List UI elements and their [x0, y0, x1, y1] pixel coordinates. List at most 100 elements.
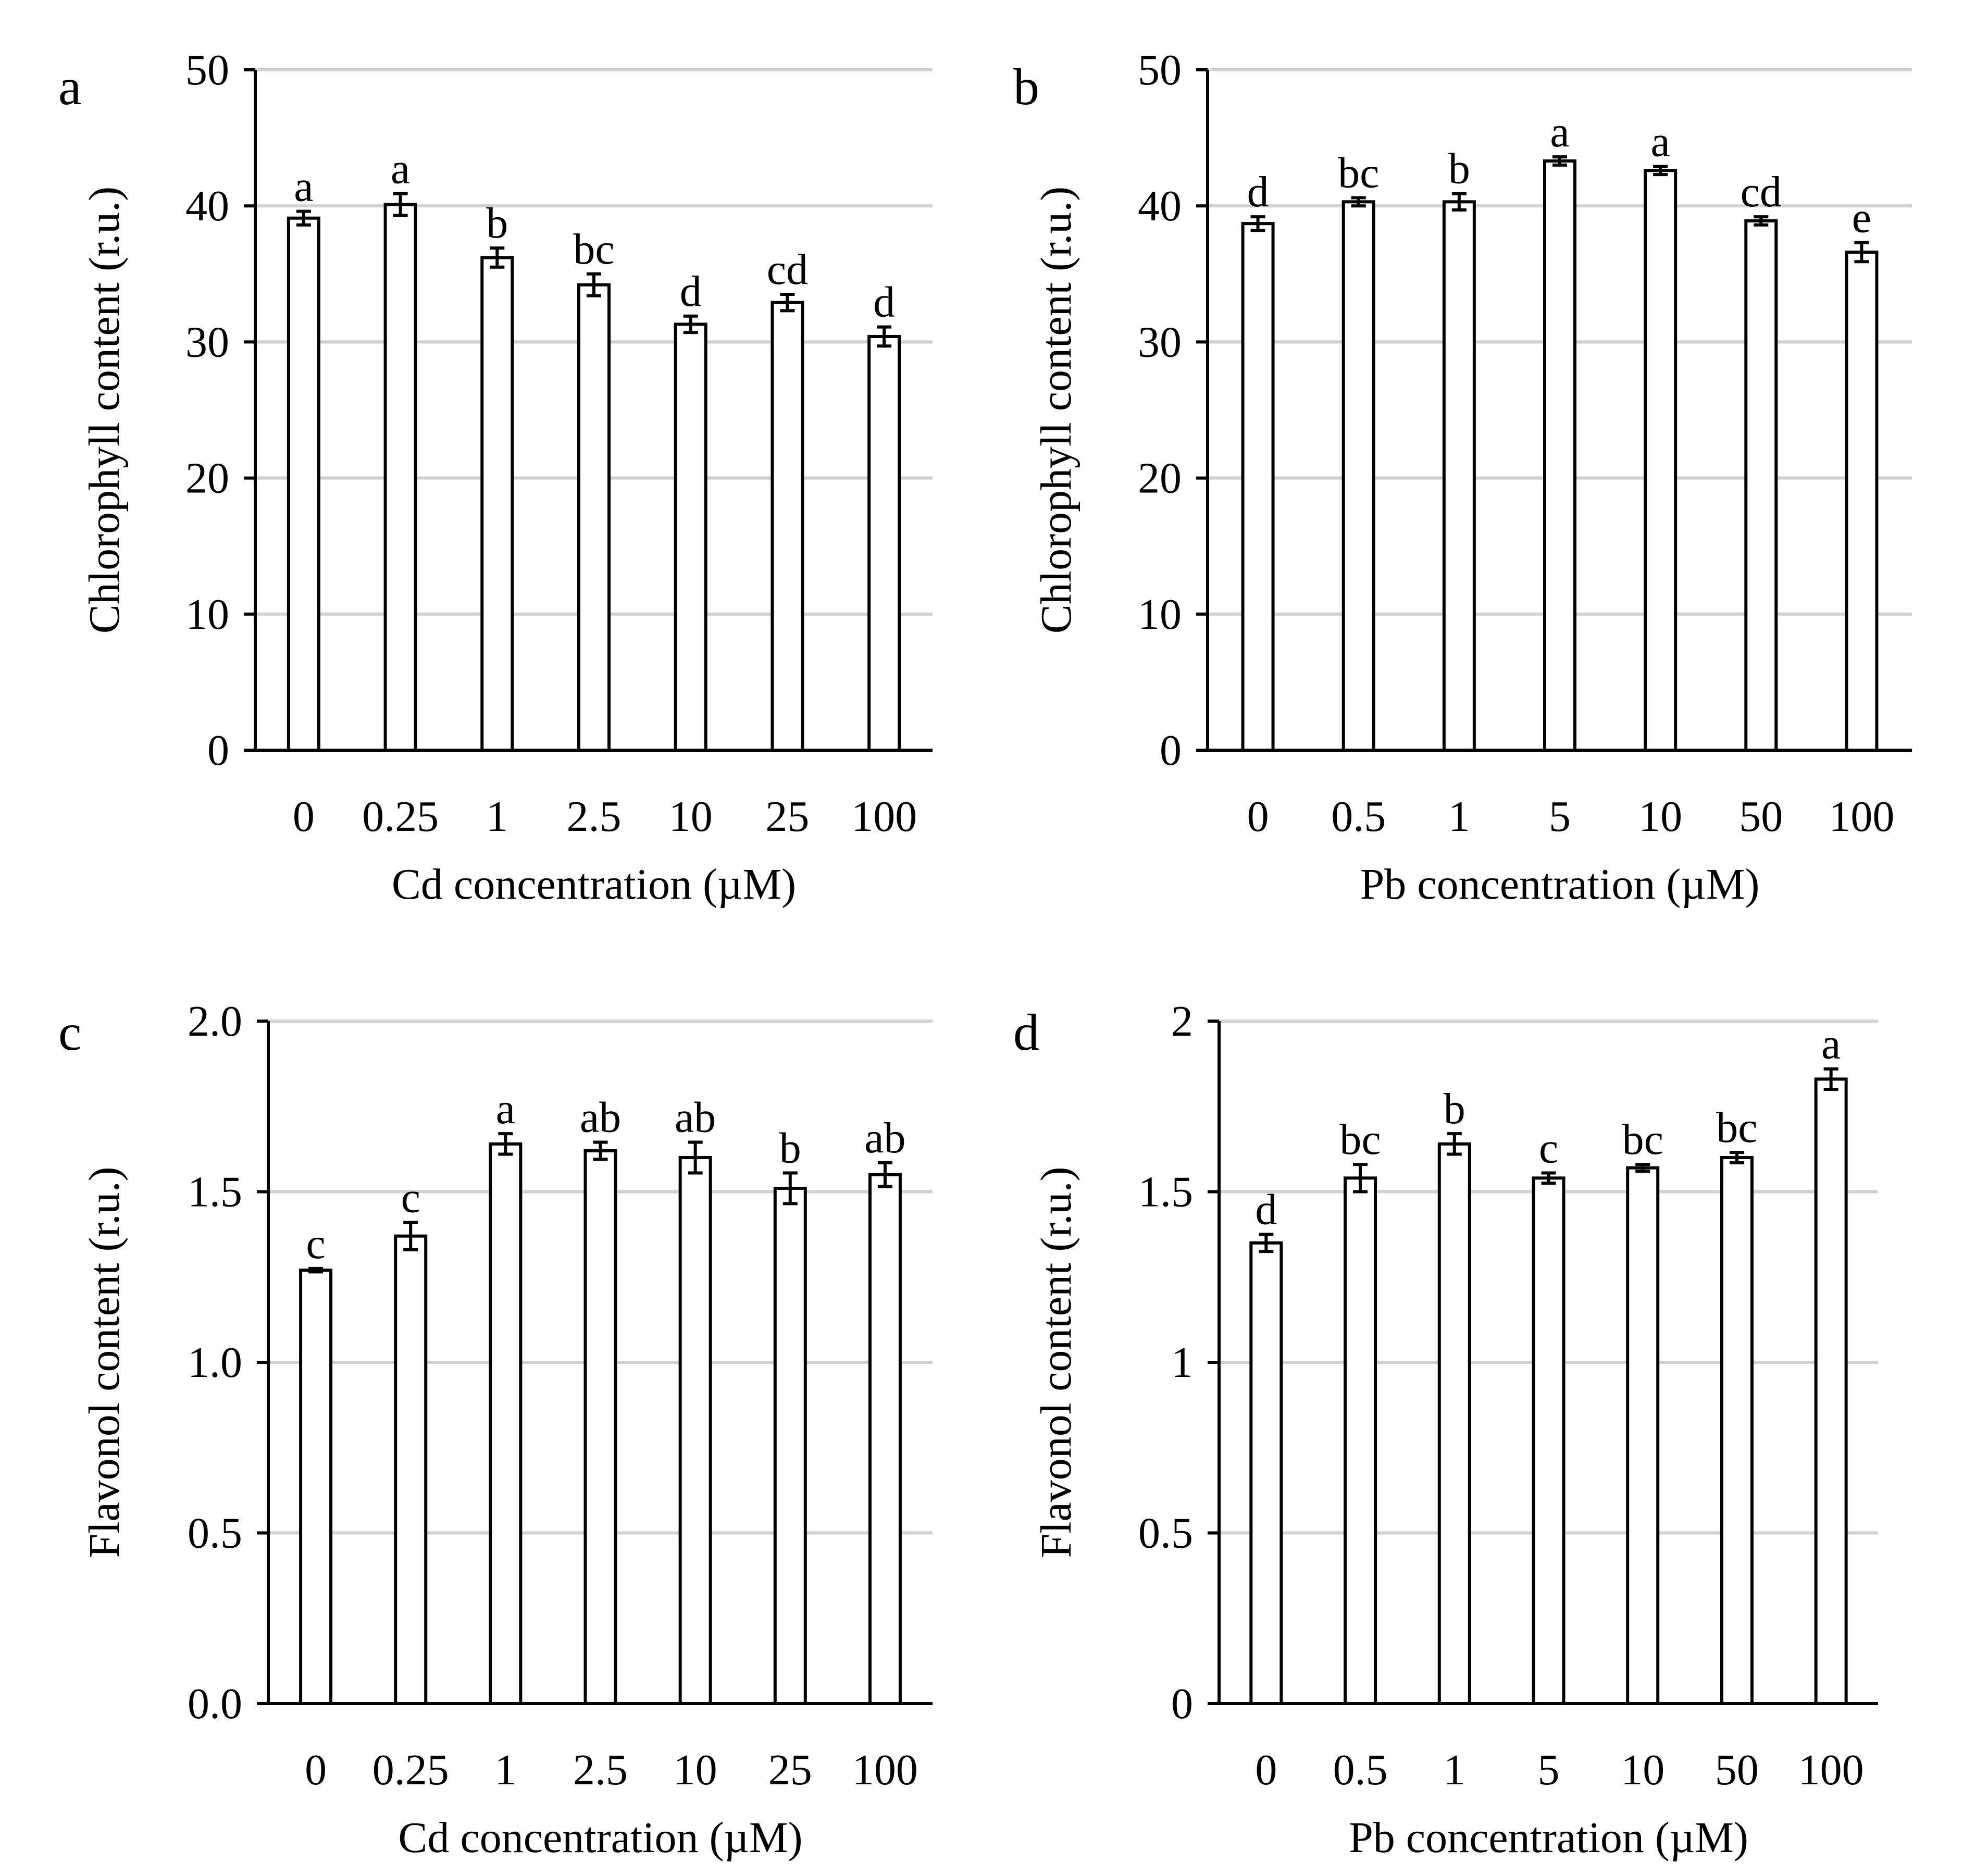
panel-d-x-tick-label: 0.5: [1333, 1746, 1388, 1794]
panel-d-x-tick-label: 5: [1538, 1746, 1560, 1794]
panel-a-y-tick-label: 10: [185, 590, 229, 639]
panel-b-bar: [1442, 200, 1476, 752]
panel-c-bar: [489, 1142, 523, 1705]
panel-b-significance-letter: e: [1852, 194, 1871, 242]
panel-b-y-tick-label: 30: [1138, 318, 1182, 366]
panel-a-significance-letter: bc: [573, 225, 614, 274]
panel-c-bar: [394, 1234, 428, 1705]
panel-d-letter: d: [1013, 1003, 1039, 1061]
panel-a-bar: [771, 301, 804, 752]
panel-b-y-tick-label: 20: [1138, 454, 1182, 503]
panel-a-y-tick-label: 0: [207, 726, 229, 775]
panel-c-y-axis-title: Flavonol content (r.u.): [80, 1166, 129, 1558]
panel-b-x-tick-label: 10: [1638, 792, 1682, 841]
panel-c-bar: [678, 1156, 712, 1705]
panel-c-x-tick-label: 0.25: [372, 1746, 449, 1794]
panel-d-y-tick-label: 2: [1171, 997, 1193, 1046]
panel-c-x-tick-label: 2.5: [573, 1746, 628, 1794]
panel-a-y-tick-label: 50: [185, 46, 229, 94]
panel-d-significance-letter: b: [1444, 1085, 1465, 1133]
panel-a-bar: [577, 283, 611, 752]
panel-b-x-tick-label: 0.5: [1331, 792, 1386, 841]
panel-c-x-tick-label: 10: [674, 1746, 717, 1794]
panel-a-significance-letter: d: [680, 267, 702, 316]
panel-c-significance-letter: c: [306, 1220, 325, 1268]
panel-c-y-tick-label: 0.0: [188, 1680, 242, 1728]
panel-b-bar: [1644, 169, 1678, 752]
panel-b-significance-letter: d: [1247, 168, 1269, 216]
panel-b-y-tick-label: 40: [1138, 182, 1182, 230]
panel-c-bar: [773, 1186, 807, 1705]
panel-b-x-tick-label: 5: [1549, 792, 1571, 841]
panel-d-x-tick-label: 50: [1715, 1746, 1759, 1794]
panel-c-significance-letter: ab: [675, 1094, 716, 1142]
panel-b-bar: [1845, 251, 1879, 752]
panel-a-x-tick-label: 0: [293, 792, 315, 841]
panel-c-y-tick-label: 1.5: [188, 1168, 242, 1216]
panel-d-x-tick-label: 0: [1255, 1746, 1277, 1794]
panel-d-significance-letter: bc: [1622, 1115, 1663, 1164]
panel-d-bar: [1344, 1176, 1377, 1706]
panel-d-y-axis-title: Flavonol content (r.u.): [1032, 1166, 1080, 1558]
panel-c-bar: [299, 1269, 333, 1705]
panel-a-y-tick-label: 40: [185, 182, 229, 230]
panel-a-bar: [287, 216, 320, 752]
panel-d-significance-letter: c: [1539, 1124, 1558, 1172]
panel-a-x-tick-label: 0.25: [362, 792, 439, 841]
panel-a-significance-letter: a: [294, 163, 313, 211]
panel-c-y-tick-label: 1.0: [188, 1338, 242, 1387]
panel-c-y-tick-label: 0.5: [188, 1509, 242, 1558]
panel-c-letter: c: [58, 1003, 81, 1061]
panel-d-y-tick-label: 0.5: [1138, 1509, 1193, 1558]
panel-c-significance-letter: ab: [864, 1114, 905, 1162]
panel-c-significance-letter: b: [779, 1124, 801, 1172]
panel-b-y-tick-label: 10: [1138, 590, 1182, 639]
panel-b-x-tick-label: 0: [1247, 792, 1269, 841]
panel-a-y-tick-label: 30: [185, 318, 229, 366]
panel-c-y-tick-label: 2.0: [188, 997, 242, 1046]
panel-d-x-tick-label: 1: [1444, 1746, 1465, 1794]
panel-d-significance-letter: bc: [1716, 1103, 1757, 1152]
panel-a-significance-letter: a: [391, 145, 410, 193]
panel-c-x-tick-label: 100: [852, 1746, 918, 1794]
panel-b-x-tick-label: 1: [1448, 792, 1470, 841]
panel-c-bar: [868, 1173, 902, 1705]
panel-d-y-tick-label: 1.5: [1138, 1168, 1193, 1216]
panel-a-x-tick-label: 1: [486, 792, 508, 841]
panel-a-x-tick-label: 2.5: [567, 792, 622, 841]
panel-a-letter: a: [58, 58, 81, 116]
panel-b-significance-letter: cd: [1741, 168, 1782, 216]
panel-d-significance-letter: a: [1821, 1020, 1841, 1069]
panel-a-x-tick-label: 100: [851, 792, 917, 841]
panel-d-bar: [1814, 1077, 1848, 1706]
panel-b-x-axis-title: Pb concentration (µM): [1360, 860, 1760, 909]
panel-b-y-axis-title: Chlorophyll content (r.u.): [1032, 187, 1080, 634]
panel-c-x-tick-label: 1: [494, 1746, 516, 1794]
panel-a-significance-letter: cd: [767, 245, 808, 294]
panel-a-x-tick-label: 25: [765, 792, 809, 841]
panel-b-significance-letter: a: [1650, 117, 1670, 166]
panel-a-x-axis-title: Cd concentration (µM): [392, 860, 796, 909]
panel-b-significance-letter: bc: [1338, 149, 1379, 197]
panel-a-significance-letter: b: [486, 199, 508, 247]
panel-a-y-tick-label: 20: [185, 454, 229, 503]
panel-b-letter: b: [1013, 58, 1039, 116]
panel-d-x-tick-label: 10: [1621, 1746, 1664, 1794]
panel-a-y-axis-title: Chlorophyll content (r.u.): [80, 187, 129, 634]
panel-d-bar: [1626, 1166, 1660, 1705]
panel-b-x-tick-label: 50: [1739, 792, 1783, 841]
panel-b-bar: [1543, 159, 1576, 752]
panel-d-x-axis-title: Pb concentration (µM): [1349, 1813, 1748, 1862]
panel-b-significance-letter: a: [1550, 108, 1569, 156]
panel-b-y-tick-label: 50: [1138, 46, 1182, 94]
panel-a-bar: [674, 322, 707, 752]
panel-a-bar: [867, 334, 901, 752]
panel-b-y-tick-label: 0: [1160, 726, 1182, 775]
panel-c-significance-letter: c: [401, 1173, 420, 1222]
panel-c-significance-letter: ab: [580, 1094, 621, 1142]
panel-b-x-tick-label: 100: [1829, 792, 1894, 841]
panel-a-bar: [383, 203, 417, 752]
panel-d-bar: [1720, 1156, 1754, 1705]
panel-b-bar: [1341, 200, 1375, 752]
